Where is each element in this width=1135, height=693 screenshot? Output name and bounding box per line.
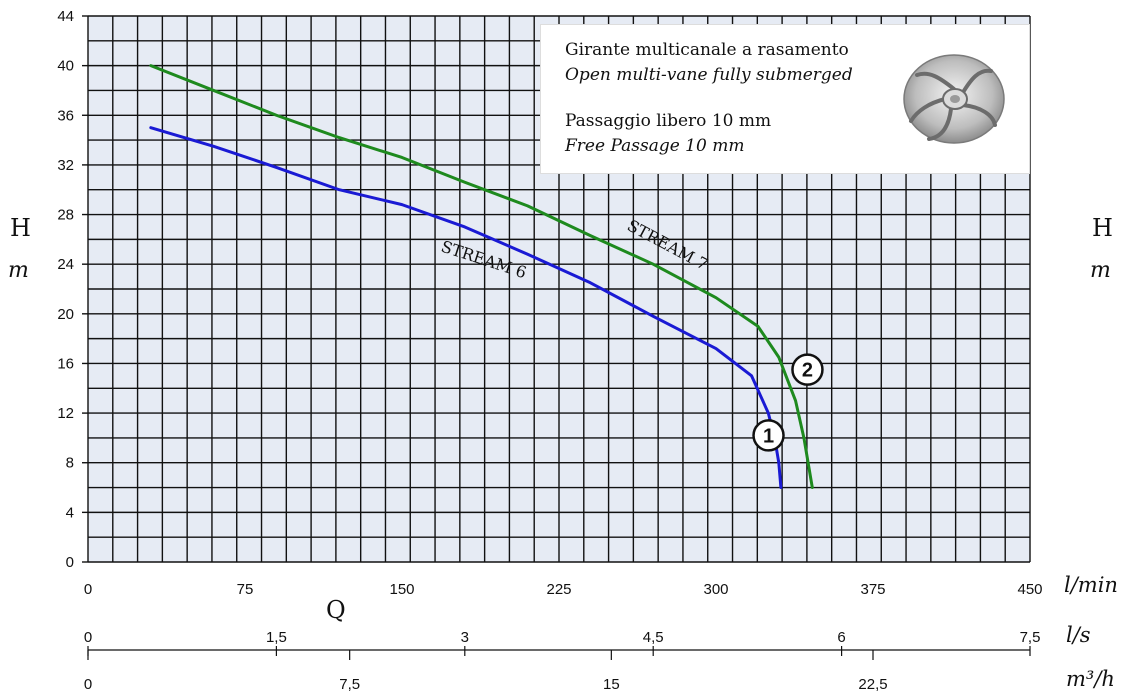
y-tick-label: 40 xyxy=(57,58,74,75)
y-tick-label: 4 xyxy=(66,504,74,521)
y-axis-unit-left: m xyxy=(8,258,29,283)
y-tick-label: 0 xyxy=(66,554,74,571)
y-tick-label: 36 xyxy=(57,107,74,124)
x-tick-label-m3h: 15 xyxy=(603,676,620,693)
curve-marker-label-1: 1 xyxy=(763,425,774,447)
y-tick-label: 16 xyxy=(57,355,74,372)
y-axis-label-right: H xyxy=(1092,214,1113,242)
y-axis-unit-right: m xyxy=(1090,258,1111,283)
x-tick-label-ls: 1,5 xyxy=(266,629,287,646)
x-tick-label-lmin: 375 xyxy=(860,581,885,598)
impeller-info-box: Girante multicanale a rasamento Open mul… xyxy=(540,24,1030,174)
x-unit-m3h: m³/h xyxy=(1066,667,1115,691)
x-unit-lmin: l/min xyxy=(1064,573,1118,597)
x-tick-label-m3h: 0 xyxy=(84,676,92,693)
y-tick-label: 8 xyxy=(66,455,74,472)
x-tick-label-ls: 3 xyxy=(461,629,469,646)
x-tick-label-lmin: 300 xyxy=(703,581,728,598)
x-tick-label-ls: 4,5 xyxy=(643,629,664,646)
y-tick-label: 12 xyxy=(57,405,74,422)
x-tick-label-m3h: 7,5 xyxy=(339,676,360,693)
x-tick-label-ls: 7,5 xyxy=(1020,629,1041,646)
info-impeller-en: Open multi-vane fully submerged xyxy=(565,65,853,85)
y-tick-label: 44 xyxy=(57,8,74,25)
curve-marker-2 xyxy=(791,353,824,386)
x-axis-label: Q xyxy=(326,596,346,624)
curve-marker-1 xyxy=(752,419,785,452)
info-impeller-it: Girante multicanale a rasamento xyxy=(565,40,849,60)
x-tick-label-lmin: 75 xyxy=(237,581,254,598)
x-unit-ls: l/s xyxy=(1066,623,1091,647)
series-line-stream-7 xyxy=(149,64,814,490)
y-tick-label: 20 xyxy=(57,306,74,323)
x-tick-label-ls: 6 xyxy=(837,629,845,646)
info-passage-it: Passaggio libero 10 mm xyxy=(565,111,772,131)
y-tick-label: 28 xyxy=(57,207,74,224)
x-tick-label-lmin: 0 xyxy=(84,581,92,598)
x-tick-label-m3h: 22,5 xyxy=(858,676,887,693)
x-tick-label-lmin: 150 xyxy=(389,581,414,598)
x-tick-label-ls: 0 xyxy=(84,629,92,646)
x-tick-label-lmin: 225 xyxy=(546,581,571,598)
curve-marker-label-2: 2 xyxy=(802,360,813,382)
y-tick-label: 24 xyxy=(57,256,74,273)
y-tick-label: 32 xyxy=(57,157,74,174)
x-tick-label-lmin: 450 xyxy=(1017,581,1042,598)
y-axis-label-left: H xyxy=(10,214,31,242)
impeller-icon xyxy=(903,54,1005,144)
info-passage-en: Free Passage 10 mm xyxy=(565,136,745,156)
